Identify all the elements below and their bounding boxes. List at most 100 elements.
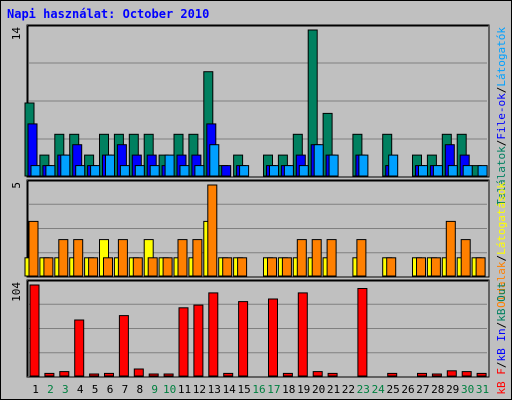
bar-l-togat-k-day-19 xyxy=(298,165,309,177)
bar-l-togat-k-day-1 xyxy=(30,165,41,177)
bar-l-togat-k-day-17 xyxy=(269,165,279,177)
bar-kb-f-day-8 xyxy=(133,368,144,377)
bar-l-togat-k-day-21 xyxy=(328,154,339,177)
bar-oldalak-day-20 xyxy=(311,239,322,277)
legend-entry: Látogatások xyxy=(495,182,508,255)
legend-separator: / xyxy=(495,255,508,262)
bar-l-togat-k-day-2 xyxy=(45,165,56,177)
bar-l-togat-k-day-10 xyxy=(164,154,175,177)
bar-l-togat-k-day-12 xyxy=(194,165,205,177)
x-axis-label-day-11: 11 xyxy=(178,383,191,396)
bar-kb-f-day-29 xyxy=(446,370,457,377)
bar-kb-f-day-25 xyxy=(387,372,398,377)
x-axis-label-day-22: 22 xyxy=(342,383,355,396)
bar-oldalak-day-2 xyxy=(43,257,54,277)
x-axis-label-day-25: 25 xyxy=(386,383,399,396)
bar-oldalak-day-1 xyxy=(28,220,39,277)
x-axis-label-day-23: 23 xyxy=(357,383,370,396)
bar-kb-f-day-30 xyxy=(461,371,472,377)
x-axis-label-day-20: 20 xyxy=(312,383,325,396)
bar-l-togat-k-day-25 xyxy=(388,154,399,177)
y-axis-max-label: 104 xyxy=(10,282,23,302)
bar-oldalak-day-23 xyxy=(356,239,367,277)
bar-l-togat-k-day-31 xyxy=(477,165,488,177)
bar-l-togat-k-day-4 xyxy=(75,165,86,177)
legend-separator: / xyxy=(495,362,508,369)
bar-l-togat-k-day-13 xyxy=(209,144,220,177)
bar-oldalak-day-21 xyxy=(326,239,337,277)
x-axis-label-day-6: 6 xyxy=(107,383,114,396)
bar-oldalak-day-29 xyxy=(445,220,456,277)
bar-oldalak-day-17 xyxy=(267,257,277,277)
legend-separator: / xyxy=(495,140,508,147)
legend-entry: Oldalak xyxy=(495,261,508,308)
chart-title: Napi használat: October 2010 xyxy=(7,7,209,21)
bar-oldalak-day-4 xyxy=(73,239,84,277)
legend-entry: Látogatók xyxy=(495,27,508,87)
x-axis-label-day-17: 17 xyxy=(267,383,280,396)
bar-oldalak-day-7 xyxy=(117,239,128,277)
bar-oldalak-day-14 xyxy=(222,257,233,277)
x-axis-label-day-16: 16 xyxy=(252,383,265,396)
panel-legend: Oldalak/Látogatások xyxy=(495,182,508,308)
bar-kb-f-day-21 xyxy=(327,372,338,377)
bar-oldalak-day-25 xyxy=(386,257,397,277)
x-axis-label-day-26: 26 xyxy=(401,383,414,396)
bar-l-togat-k-day-29 xyxy=(447,165,458,177)
x-axis-label-day-29: 29 xyxy=(446,383,459,396)
bar-kb-f-day-6 xyxy=(104,372,114,377)
legend-entry: Találatok xyxy=(495,146,508,206)
bar-l-togat-k-day-11 xyxy=(179,165,190,177)
x-axis-label-day-12: 12 xyxy=(193,383,206,396)
bar-kb-f-day-18 xyxy=(282,372,293,377)
bar-kb-f-day-28 xyxy=(431,373,442,377)
x-axis-label-day-3: 3 xyxy=(62,383,69,396)
legend-separator: / xyxy=(495,87,508,94)
bar-kb-f-day-17 xyxy=(268,298,278,377)
bar-kb-f-day-19 xyxy=(297,292,308,377)
legend-entry: kB In xyxy=(495,328,508,361)
bar-l-togat-k-day-27 xyxy=(418,165,428,177)
bar-kb-f-day-12 xyxy=(193,304,204,377)
x-axis-label-day-7: 7 xyxy=(122,383,129,396)
bar-l-togat-k-day-15 xyxy=(239,165,250,177)
bar-oldalak-day-12 xyxy=(192,239,203,277)
bar-kb-f-day-31 xyxy=(476,372,487,377)
y-axis-max-label: 14 xyxy=(10,27,23,41)
bar-kb-f-day-11 xyxy=(178,307,189,377)
x-axis-label-day-13: 13 xyxy=(208,383,221,396)
bar-oldalak-day-31 xyxy=(475,257,486,277)
x-axis-label-day-9: 9 xyxy=(151,383,158,396)
bar-l-togat-k-day-30 xyxy=(462,165,473,177)
x-axis-label-day-1: 1 xyxy=(32,383,39,396)
x-axis-label-day-10: 10 xyxy=(163,383,176,396)
bar-oldalak-day-15 xyxy=(237,257,248,277)
bar-l-togat-k-day-28 xyxy=(432,165,443,177)
x-axis-label-day-18: 18 xyxy=(282,383,295,396)
bar-kb-f-day-7 xyxy=(118,315,129,377)
x-axis-label-day-5: 5 xyxy=(92,383,99,396)
bar-oldalak-day-18 xyxy=(281,257,292,277)
bar-kb-f-day-3 xyxy=(59,371,70,377)
bar-oldalak-day-30 xyxy=(460,239,471,277)
x-axis-label-day-19: 19 xyxy=(297,383,310,396)
bar-oldalak-day-11 xyxy=(177,239,188,277)
bar-l-togat-k-day-20 xyxy=(313,144,324,177)
bar-kb-f-day-23 xyxy=(357,288,368,377)
bar-file-ok-day-14 xyxy=(221,165,232,177)
panel-legend: kB F/kB In/kB Out xyxy=(495,282,508,395)
bar-oldalak-day-5 xyxy=(88,257,99,277)
x-axis-label-day-21: 21 xyxy=(327,383,340,396)
bar-oldalak-day-13 xyxy=(207,184,218,277)
bar-oldalak-day-28 xyxy=(430,257,441,277)
bar-l-togat-k-day-5 xyxy=(90,165,101,177)
bar-kb-f-day-15 xyxy=(238,301,249,377)
legend-entry: File-ok xyxy=(495,93,508,140)
bar-oldalak-day-6 xyxy=(103,257,113,277)
bar-kb-f-day-4 xyxy=(74,319,85,377)
legend-entry: kB F xyxy=(495,368,508,395)
bar-l-togat-k-day-6 xyxy=(105,154,115,177)
bar-oldalak-day-27 xyxy=(416,257,426,277)
bar-l-togat-k-day-3 xyxy=(60,154,71,177)
